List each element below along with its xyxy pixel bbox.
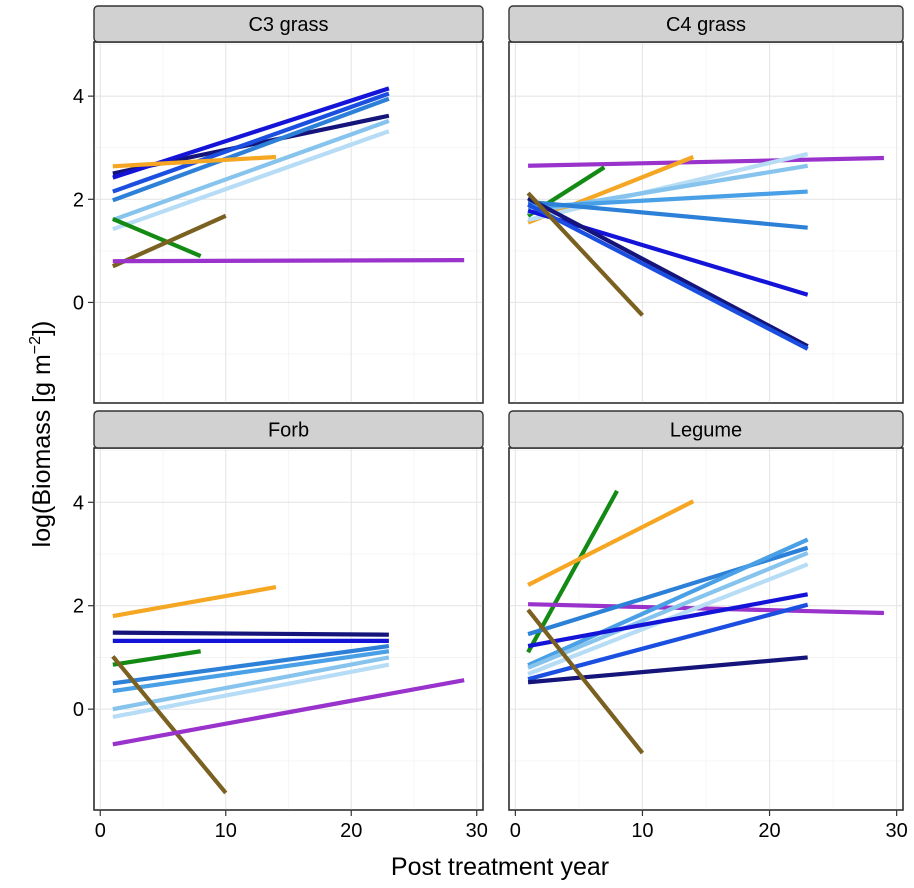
x-tick-label: 10: [631, 820, 653, 842]
y-tick-label: 4: [73, 86, 84, 108]
y-tick-label: 4: [73, 492, 84, 514]
strip-background: [508, 410, 904, 449]
series-line-blue: [527, 592, 809, 649]
x-tick-label: 20: [340, 820, 362, 842]
series-line-orange: [112, 154, 277, 169]
series-line-brown: [526, 608, 645, 755]
panel-title: Forb: [268, 420, 309, 442]
panels-layer: C3 grass 0 2 4 C4 grass Forb 0 2 4 0 10 20 30 Legume 0…: [73, 5, 908, 842]
y-axis-title-main: log(Biomass [g m: [28, 354, 56, 547]
series-line-orange: [112, 585, 277, 619]
y-tick-label: 0: [73, 699, 84, 721]
x-tick-label: 30: [466, 820, 488, 842]
series-line-sky_blue: [527, 537, 809, 668]
panel-forb: Forb 0 2 4 0 10 20 30: [73, 410, 488, 842]
y-tick-label: 2: [73, 596, 84, 618]
series-line-purple: [528, 155, 884, 168]
series-line-light_blue: [112, 118, 390, 222]
series-line-navy: [527, 196, 809, 349]
x-tick-label: 30: [886, 820, 908, 842]
series-line-pale_blue: [112, 129, 390, 232]
series-lines: [526, 151, 884, 351]
x-tick-label: 0: [510, 820, 521, 842]
panel-c4-grass: C4 grass: [508, 5, 904, 404]
panel-title: C3 grass: [248, 14, 328, 36]
series-lines: [111, 585, 465, 795]
panel-title: C4 grass: [666, 14, 746, 36]
series-line-mid_blue: [112, 643, 390, 686]
series-line-purple: [112, 258, 465, 264]
series-line-navy: [112, 630, 389, 637]
series-line-royal: [112, 91, 390, 194]
series-line-brown: [526, 191, 644, 317]
series-line-green: [112, 216, 202, 258]
series-line-orange: [527, 499, 695, 587]
x-tick-label: 0: [95, 820, 106, 842]
x-tick-label: 10: [215, 820, 237, 842]
series-line-sky_blue: [112, 649, 390, 694]
strip-background: [93, 5, 484, 43]
y-tick-label: 2: [73, 189, 84, 211]
series-line-brown: [111, 213, 227, 269]
strip-background: [508, 5, 904, 43]
series-lines: [111, 86, 465, 269]
series-line-purple: [112, 678, 465, 747]
y-axis-title-suffix: ]): [28, 321, 56, 336]
y-axis-title-exponent: −2: [27, 336, 44, 354]
series-line-brown: [111, 655, 228, 795]
x-tick-label: 20: [758, 820, 780, 842]
y-tick-label: 0: [73, 292, 84, 314]
grid-lines: [509, 448, 903, 810]
series-line-light_blue: [527, 551, 809, 670]
series-lines: [526, 489, 884, 755]
panel-c3-grass: C3 grass 0 2 4: [73, 5, 484, 404]
x-axis-title: Post treatment year: [391, 853, 609, 881]
series-line-navy: [527, 655, 808, 685]
y-axis-title: log(Biomass [g m−2]): [27, 321, 56, 548]
panel-title: Legume: [670, 420, 742, 442]
strip-background: [93, 410, 484, 449]
series-line-mid_blue: [112, 96, 390, 203]
series-line-green: [112, 649, 201, 667]
series-line-light_blue: [112, 655, 390, 712]
series-line-mid_blue: [527, 199, 808, 230]
panel-legume: Legume 0 10 20 30: [508, 410, 908, 842]
series-line-purple: [528, 602, 884, 616]
series-line-pale_blue: [112, 662, 390, 719]
series-line-royal: [527, 202, 809, 351]
